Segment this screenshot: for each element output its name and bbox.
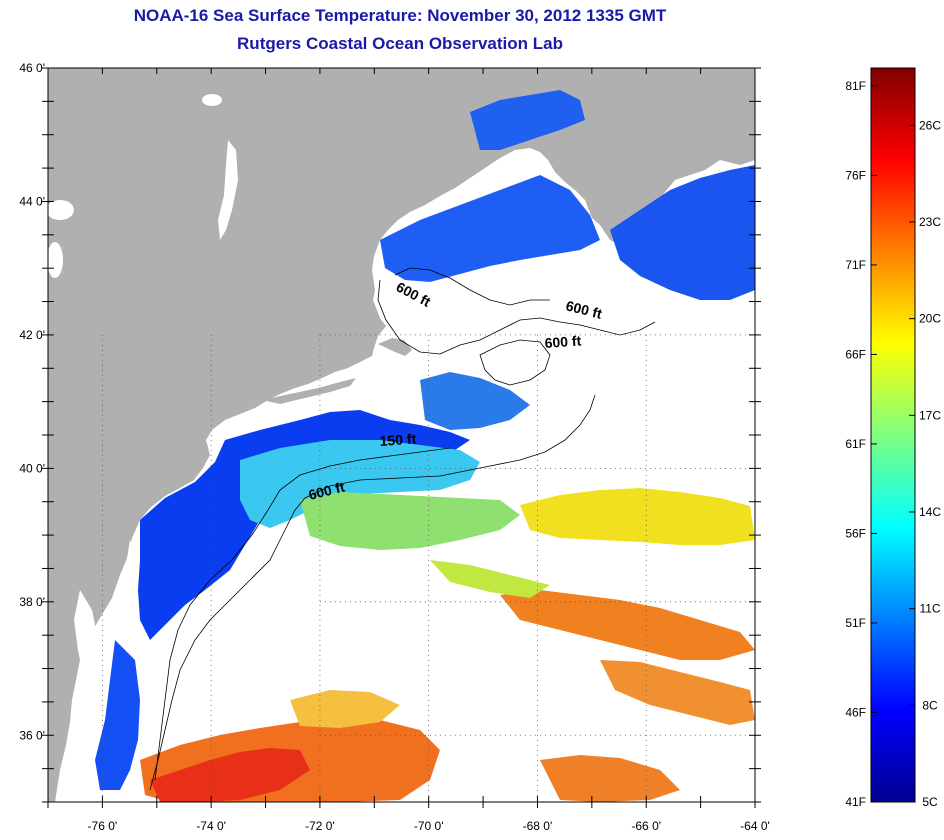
map-area [48, 68, 755, 802]
bay-delaware [124, 540, 140, 605]
colorbar [870, 67, 916, 803]
colorbar-label-celsius: 17C [919, 408, 941, 422]
colorbar-label-celsius: 26C [919, 118, 941, 132]
colorbar-label-celsius: 20C [919, 312, 941, 326]
colorbar-label-fahrenheit: 76F [845, 168, 866, 182]
sst-hot-core [150, 748, 310, 802]
colorbar-label-fahrenheit: 61F [845, 437, 866, 451]
sst-nova-scotia-shelf [610, 165, 755, 300]
map-subtitle: Rutgers Coastal Ocean Observation Lab [237, 34, 563, 53]
colorbar-label-celsius: 14C [919, 505, 941, 519]
sst-shelf-green [300, 492, 520, 550]
colorbar-label-fahrenheit: 46F [845, 705, 866, 719]
colorbar-label-fahrenheit: 71F [845, 258, 866, 272]
sst-shelf-cyan [240, 440, 480, 528]
sst-georges [420, 372, 530, 430]
sst-coastal-cold-south [95, 640, 140, 790]
lake-inland-1 [202, 94, 222, 106]
sst-yellow-south [290, 690, 400, 728]
contour-150ft [154, 447, 451, 781]
colorbar-label-fahrenheit: 51F [845, 616, 866, 630]
longitude-label: -70 0' [414, 819, 444, 833]
sst-orange-far-south [540, 755, 680, 802]
latitude-label: 38 0' [19, 595, 45, 609]
land-mainland [48, 68, 755, 802]
sst-data [95, 90, 755, 802]
sst-warm-yellow-east [520, 488, 755, 545]
sst-warm-orange-streak [500, 590, 755, 660]
colorbar-label-fahrenheit: 56F [845, 526, 866, 540]
latitude-label: 40 0' [19, 461, 45, 475]
longitude-label: -74 0' [196, 819, 226, 833]
longitude-label: -68 0' [523, 819, 553, 833]
colorbar-label-celsius: 23C [919, 215, 941, 229]
colorbar-label-celsius: 11C [919, 602, 940, 616]
contour-gulf-maine [377, 279, 656, 355]
bay-chesapeake [74, 590, 112, 760]
colorbar-label-celsius: 5C [922, 795, 938, 809]
colorbar-labels: 81F 76F 71F 66F 61F 56F 51F 46F 41F 26C 23C 20C 17C 1… [845, 79, 941, 809]
longitude-label: -72 0' [305, 819, 335, 833]
colorbar-label-fahrenheit: 41F [845, 795, 866, 809]
longitude-label: -76 0' [88, 819, 118, 833]
contour-georges [479, 339, 551, 386]
latitude-label: 42 0' [19, 328, 45, 342]
lake-inland-3 [48, 242, 63, 278]
colorbar-label-fahrenheit: 66F [845, 347, 866, 361]
colorbar-label-fahrenheit: 81F [845, 79, 866, 93]
sst-warm-orange-south [600, 660, 755, 725]
land-long-island [262, 378, 356, 404]
colorbar-label-celsius: 8C [922, 698, 938, 712]
bathymetry-contours [149, 267, 656, 791]
latitude-label: 46 0' [19, 61, 45, 75]
contour-gulf-maine-2 [394, 267, 550, 306]
latitude-label: 36 0' [19, 728, 45, 742]
longitude-label: -66 0' [631, 819, 661, 833]
contour-label-600ft-3: 600 ft [544, 332, 582, 351]
map-title: NOAA-16 Sea Surface Temperature: Novembe… [133, 6, 667, 25]
map-axes: 46 0' 44 0' 42 0' 40 0' 38 0' 36 0' -76 0' -74 … [19, 61, 769, 833]
lake-champlain [218, 140, 238, 240]
latitude-label: 44 0' [19, 194, 45, 208]
lake-inland-2 [48, 200, 74, 220]
sst-green-yellow-band [430, 560, 550, 598]
longitude-label: -64 0' [740, 819, 770, 833]
land-nova-scotia [570, 115, 755, 240]
sst-bay-fundy [470, 90, 585, 150]
sst-gulf-maine [380, 175, 600, 282]
contour-label-150ft: 150 ft [379, 430, 417, 449]
contour-600ft-shelf-edge [149, 394, 596, 791]
